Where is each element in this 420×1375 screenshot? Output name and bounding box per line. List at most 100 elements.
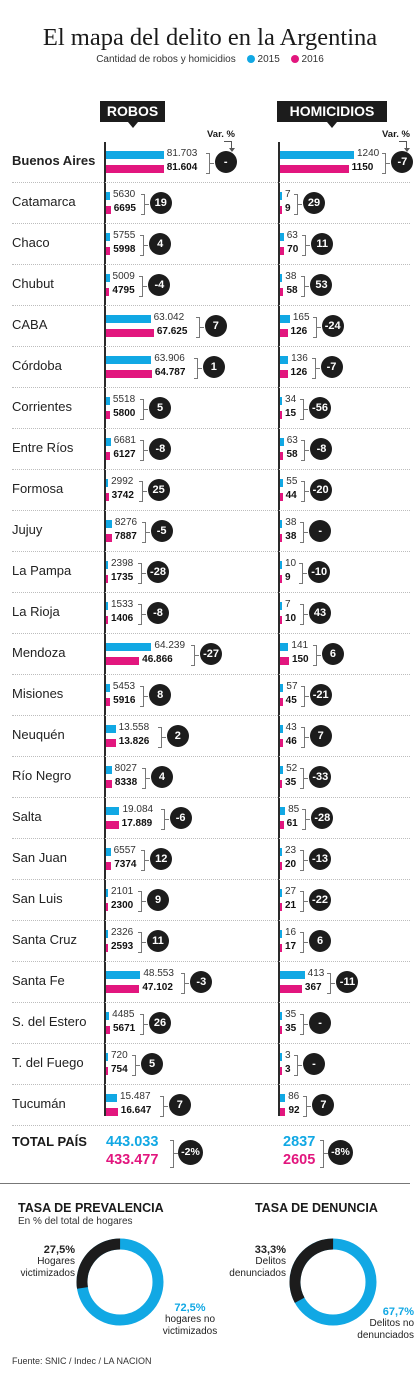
homicidios-var-circle: -10 — [308, 561, 331, 583]
robos-value-2016: 1406 — [111, 613, 134, 624]
homicidios-bar-2015 — [280, 602, 282, 610]
homicidios-value-2016: 45 — [285, 695, 297, 706]
robos-value-2015: 8027 — [114, 763, 137, 774]
robos-value-2015: 2398 — [111, 558, 134, 569]
total-robos-2015: 443.033 — [106, 1134, 159, 1150]
row-separator — [12, 1084, 410, 1085]
homicidios-value-2015: 35 — [285, 1009, 297, 1020]
homicidios-bar-2016 — [280, 493, 283, 501]
robos-bar-2015 — [106, 1053, 108, 1061]
homicidios-var-circle: 53 — [310, 274, 333, 296]
chart-row: Catamarca 5630 6695 19 7 9 29 — [0, 183, 420, 224]
robos-var-arrow — [224, 141, 235, 152]
province-label: Neuquén — [12, 727, 65, 742]
homicidios-brace — [302, 235, 311, 256]
denuncia-donut — [289, 1238, 377, 1326]
homicidios-brace — [300, 604, 308, 625]
homicidios-value-2015: 16 — [285, 927, 297, 938]
homicidios-value-2016: 35 — [285, 777, 297, 788]
chart-row: Misiones 5453 5916 8 57 45 -21 — [0, 675, 420, 716]
denuncia-dark-text: Delitos denunciados — [229, 1256, 286, 1279]
province-label: Jujuy — [12, 522, 43, 537]
homicidios-brace — [300, 522, 309, 543]
legend-label-2016: 2016 — [301, 54, 324, 65]
homicidios-value-2015: 165 — [292, 312, 310, 323]
robos-bar-2016 — [106, 1067, 108, 1075]
homicidios-value-2016: 20 — [285, 859, 297, 870]
homicidios-bar-2015 — [280, 1053, 282, 1061]
homicidios-value-2016: 38 — [285, 531, 297, 542]
robos-var-circle: 9 — [147, 889, 169, 911]
source-note: Fuente: SNIC / Indec / LA NACION — [12, 1356, 152, 1366]
robos-bar-2016 — [106, 288, 110, 296]
robos-var-circle: - — [214, 151, 237, 173]
province-label: Corrientes — [12, 399, 72, 414]
robos-bar-2015 — [106, 315, 151, 323]
robos-bar-2015 — [106, 930, 108, 938]
homicidios-value-2015: 413 — [307, 968, 325, 979]
row-separator — [12, 510, 410, 511]
homicidios-bar-2015 — [280, 233, 284, 241]
province-label: Entre Ríos — [12, 440, 74, 455]
chart-row: San Juan 6557 7374 12 23 20 -13 — [0, 839, 420, 880]
robos-var-circle: -28 — [147, 561, 169, 583]
robos-bar-2015 — [106, 151, 164, 159]
robos-brace — [193, 358, 202, 379]
robos-var-circle: 11 — [147, 930, 169, 952]
robos-brace — [141, 850, 150, 871]
robos-value-2016: 5671 — [113, 1023, 136, 1034]
province-label: CABA — [12, 317, 48, 332]
homicidios-value-2016: 10 — [285, 613, 297, 624]
homicidios-brace — [312, 317, 321, 338]
robos-bar-2016 — [106, 780, 112, 788]
robos-bar-2015 — [106, 274, 110, 282]
chart-row: Córdoba 63.906 64.787 1 136 126 -7 — [0, 347, 420, 388]
robos-bar-2016 — [106, 370, 152, 378]
row-separator — [12, 920, 410, 921]
total-homicidios-var: -8% — [328, 1140, 353, 1165]
robos-value-2015: 8276 — [114, 517, 138, 528]
homicidios-bar-2015 — [280, 561, 282, 569]
homicidios-header: HOMICIDIOS — [277, 101, 387, 128]
robos-var-circle: -8 — [149, 438, 172, 460]
robos-value-2015: 1533 — [111, 599, 134, 610]
homicidios-bar-2016 — [280, 985, 302, 993]
robos-bar-2016 — [106, 247, 111, 255]
homicidios-bar-2015 — [280, 274, 283, 282]
denuncia-dark-pct: 33,3% — [254, 1244, 286, 1256]
robos-brace — [181, 973, 190, 994]
province-label: Santa Cruz — [12, 932, 78, 947]
homicidios-var-circle: -8 — [310, 438, 333, 460]
robos-bar-2015 — [106, 356, 152, 364]
robos-var-circle: 4 — [150, 766, 173, 788]
robos-brace — [138, 481, 147, 502]
row-separator — [12, 592, 410, 593]
robos-brace — [157, 727, 166, 748]
robos-bar-2016 — [106, 1026, 110, 1034]
homicidios-var-circle: -24 — [321, 315, 344, 337]
homicidios-value-2015: 43 — [285, 722, 297, 733]
robos-brace — [140, 194, 149, 215]
chart-row: S. del Estero 4485 5671 26 35 35 - — [0, 1003, 420, 1044]
total-homicidios-2015: 2837 — [283, 1134, 316, 1150]
robos-brace — [205, 153, 214, 174]
homicidios-var-circle: - — [303, 1053, 325, 1075]
robos-var-circle: 19 — [149, 192, 172, 214]
robos-brace — [140, 440, 149, 461]
robos-var-circle: -3 — [190, 971, 213, 993]
robos-brace — [140, 399, 149, 420]
robos-brace — [138, 932, 146, 953]
robos-bar-2015 — [106, 971, 141, 979]
homicidios-bar-2015 — [280, 520, 283, 528]
robos-var-circle: -5 — [150, 520, 173, 542]
prevalencia-slice-dark — [76, 1238, 164, 1326]
row-separator — [12, 387, 410, 388]
homicidios-brace — [301, 440, 310, 461]
robos-bar-2015 — [106, 479, 109, 487]
homicidios-value-2016: 35 — [285, 1023, 297, 1034]
robos-value-2016: 6127 — [113, 449, 136, 460]
homicidios-value-2015: 7 — [285, 189, 291, 200]
chart-rows: Buenos Aires 81.703 81.604-1240 1150 -7 Catam… — [0, 148, 420, 1126]
homicidios-bar-2015 — [280, 356, 289, 364]
denuncia-title: TASA DE DENUNCIA — [255, 1201, 378, 1215]
